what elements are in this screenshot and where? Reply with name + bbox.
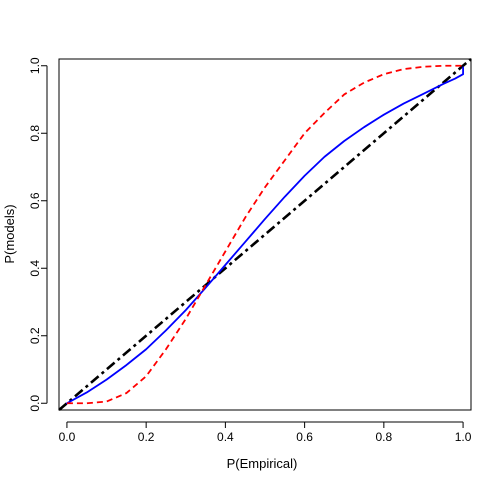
plot-frame	[58, 58, 472, 411]
y-axis: 0.0 0.2 0.4 0.6 0.8 1.0	[28, 57, 48, 412]
x-tick-label-0: 0.0	[59, 430, 76, 444]
y-tick-label-4: 0.8	[28, 125, 42, 142]
x-tick-label-1: 0.2	[138, 430, 155, 444]
y-tick-label-0: 0.0	[28, 395, 42, 412]
y-tick-label-5: 1.0	[28, 57, 42, 74]
y-tick-label-2: 0.4	[28, 260, 42, 277]
x-tick-label-5: 1.0	[455, 430, 472, 444]
y-tick-label-1: 0.2	[28, 327, 42, 344]
series-line-0	[58, 58, 472, 411]
y-tick-label-3: 0.6	[28, 192, 42, 209]
series-line-1	[66, 66, 464, 405]
x-axis: 0.0 0.2 0.4 0.6 0.8 1.0	[59, 421, 472, 444]
series-group	[58, 58, 472, 411]
series-line-2	[66, 64, 464, 405]
x-axis-label: P(Empirical)	[227, 456, 298, 471]
x-tick-label-3: 0.6	[296, 430, 313, 444]
x-tick-label-4: 0.8	[376, 430, 393, 444]
y-axis-label: P(models)	[2, 204, 17, 263]
x-tick-label-2: 0.4	[217, 430, 234, 444]
